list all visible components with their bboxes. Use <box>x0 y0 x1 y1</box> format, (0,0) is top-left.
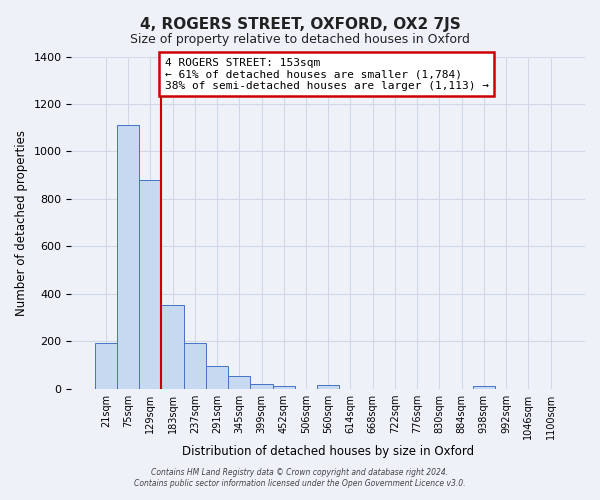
Bar <box>250 384 272 389</box>
Bar <box>228 376 250 389</box>
Text: 4, ROGERS STREET, OXFORD, OX2 7JS: 4, ROGERS STREET, OXFORD, OX2 7JS <box>140 18 460 32</box>
Text: 4 ROGERS STREET: 153sqm
← 61% of detached houses are smaller (1,784)
38% of semi: 4 ROGERS STREET: 153sqm ← 61% of detache… <box>165 58 489 91</box>
Bar <box>317 386 340 389</box>
Text: Size of property relative to detached houses in Oxford: Size of property relative to detached ho… <box>130 32 470 46</box>
Bar <box>473 386 495 389</box>
Bar <box>95 343 117 389</box>
Y-axis label: Number of detached properties: Number of detached properties <box>15 130 28 316</box>
X-axis label: Distribution of detached houses by size in Oxford: Distribution of detached houses by size … <box>182 444 474 458</box>
Bar <box>139 180 161 389</box>
Bar <box>206 366 228 389</box>
Bar <box>184 343 206 389</box>
Bar <box>272 386 295 389</box>
Bar <box>161 304 184 389</box>
Bar <box>117 124 139 389</box>
Text: Contains HM Land Registry data © Crown copyright and database right 2024.
Contai: Contains HM Land Registry data © Crown c… <box>134 468 466 487</box>
